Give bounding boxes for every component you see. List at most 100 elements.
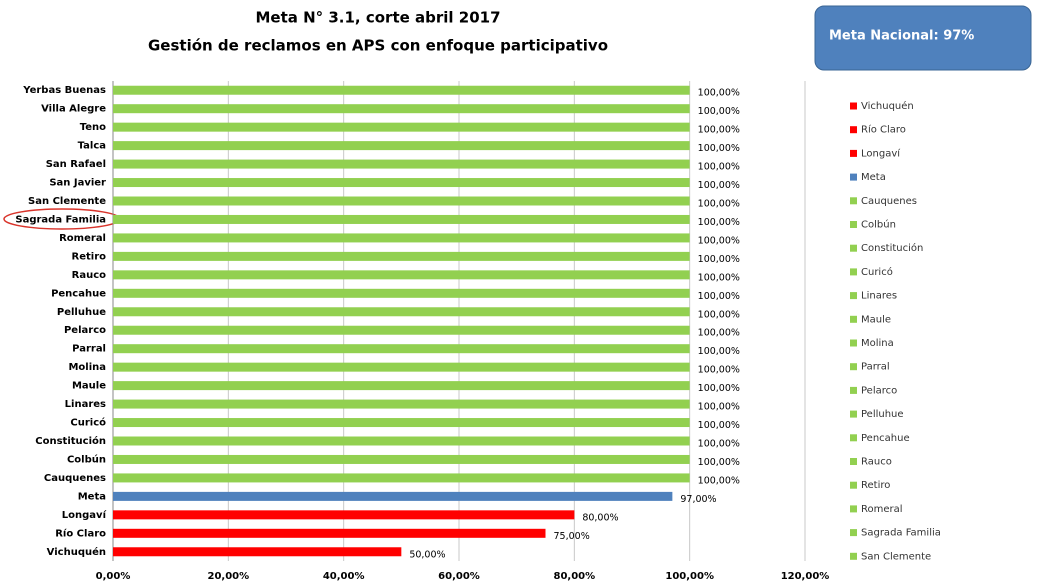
legend-label: Curicó <box>861 266 893 278</box>
bar <box>113 381 690 391</box>
legend-swatch <box>850 434 857 442</box>
bar <box>113 270 690 280</box>
value-label: 100,00% <box>698 383 740 394</box>
y-tick-label: Meta <box>78 491 106 502</box>
legend-label: Colbún <box>861 219 896 231</box>
bar <box>113 104 690 114</box>
y-tick-label: Pelarco <box>64 325 106 336</box>
legend-label: Longaví <box>861 147 901 159</box>
legend-label: Constitución <box>861 242 923 254</box>
value-label: 100,00% <box>698 235 740 246</box>
legend-label: Vichuquén <box>861 100 914 112</box>
value-label: 100,00% <box>698 199 740 210</box>
legend-label: Linares <box>861 291 897 302</box>
value-label: 100,00% <box>698 309 740 320</box>
bar <box>113 418 690 428</box>
bar <box>113 454 690 464</box>
bar <box>113 473 690 483</box>
value-label: 100,00% <box>698 162 740 173</box>
chart-subtitle: Gestión de reclamos en APS con enfoque p… <box>148 37 608 55</box>
legend-label: Molina <box>861 338 894 349</box>
x-tick-label: 40,00% <box>323 571 365 582</box>
bar <box>113 288 690 298</box>
bar <box>113 159 690 169</box>
value-label: 100,00% <box>698 106 740 117</box>
value-label: 100,00% <box>698 88 740 99</box>
value-label: 100,00% <box>698 272 740 283</box>
value-label: 100,00% <box>698 125 740 136</box>
y-tick-label: Pencahue <box>51 288 106 299</box>
legend-swatch <box>850 481 857 489</box>
value-label: 100,00% <box>698 475 740 486</box>
bar <box>113 85 690 95</box>
y-tick-label: Colbún <box>67 453 106 465</box>
legend-swatch <box>850 363 857 371</box>
y-tick-label: Rauco <box>72 270 106 281</box>
bar <box>113 362 690 372</box>
bar <box>113 547 402 557</box>
legend-swatch <box>850 505 857 513</box>
y-tick-label: Curicó <box>70 417 106 429</box>
x-tick-label: 60,00% <box>438 571 480 582</box>
value-label: 100,00% <box>698 346 740 357</box>
bar <box>113 344 690 354</box>
legend-label: Rauco <box>861 457 892 468</box>
legend-swatch <box>850 386 857 394</box>
legend-label: Parral <box>861 362 890 373</box>
legend-swatch <box>850 149 857 157</box>
bar <box>113 214 690 224</box>
bar <box>113 510 575 520</box>
legend-swatch <box>850 221 857 228</box>
bar <box>113 491 673 501</box>
legend-label: Pencahue <box>861 433 910 444</box>
y-tick-label: Linares <box>65 399 106 410</box>
value-label: 100,00% <box>698 254 740 265</box>
value-label: 75,00% <box>554 531 590 542</box>
x-tick-label: 80,00% <box>554 571 596 582</box>
value-label: 100,00% <box>698 217 740 228</box>
legend-swatch <box>850 102 857 110</box>
y-tick-label: Río Claro <box>55 527 106 539</box>
x-tick-label: 0,00% <box>96 571 131 582</box>
legend-swatch <box>850 292 857 300</box>
bar <box>113 122 690 132</box>
legend-swatch <box>850 244 857 252</box>
legend-swatch <box>850 268 857 276</box>
legend-swatch <box>850 458 857 465</box>
legend-swatch <box>850 126 857 134</box>
value-label: 100,00% <box>698 180 740 191</box>
x-tick-label: 120,00% <box>781 571 830 582</box>
y-tick-label: Talca <box>78 141 106 152</box>
legend-label: Romeral <box>861 504 903 515</box>
bar <box>113 141 690 151</box>
value-label: 100,00% <box>698 420 740 431</box>
legend-label: Río Claro <box>861 124 906 136</box>
x-tick-label: 20,00% <box>208 571 250 582</box>
value-label: 50,00% <box>409 549 445 560</box>
y-tick-label: San Javier <box>49 178 106 189</box>
bar <box>113 399 690 409</box>
legend-swatch <box>850 339 857 347</box>
y-tick-label: Constitución <box>35 435 106 447</box>
y-tick-label: Molina <box>68 362 106 373</box>
y-tick-label: Longaví <box>62 509 107 521</box>
value-label: 80,00% <box>582 512 618 523</box>
value-label: 97,00% <box>680 494 716 505</box>
y-tick-label: Pelluhue <box>57 307 106 318</box>
value-label: 100,00% <box>698 457 740 468</box>
y-tick-label: Maule <box>72 381 106 392</box>
chart-title: Meta N° 3.1, corte abril 2017 <box>255 9 500 27</box>
value-label: 100,00% <box>698 143 740 154</box>
bar <box>113 307 690 317</box>
legend-label: San Clemente <box>861 551 931 562</box>
x-tick-label: 100,00% <box>665 571 714 582</box>
legend-swatch <box>850 197 857 205</box>
y-tick-label: Retiro <box>72 251 107 262</box>
y-tick-label: Parral <box>72 344 106 355</box>
bar <box>113 528 546 538</box>
legend-label: Retiro <box>861 480 890 491</box>
bar <box>113 436 690 446</box>
bar <box>113 196 690 206</box>
y-tick-label: Villa Alegre <box>41 104 106 115</box>
